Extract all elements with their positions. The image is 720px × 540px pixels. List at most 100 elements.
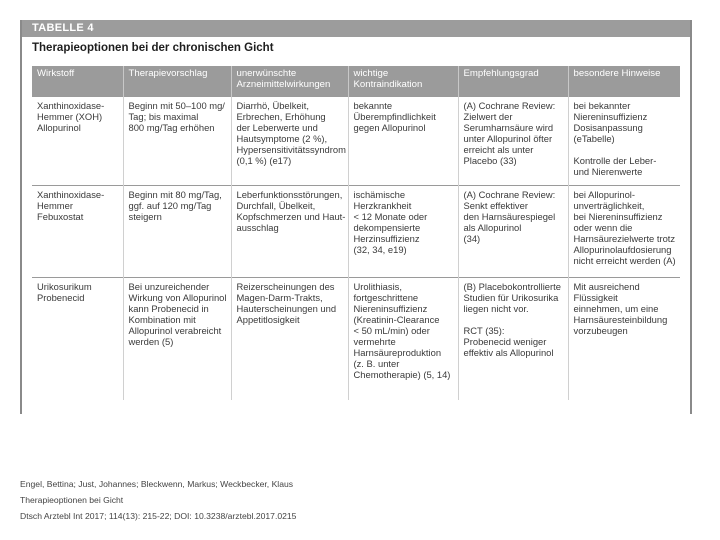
cell-line: Magen-Darm-Trakts,	[236, 292, 323, 303]
cell-line: (A) Cochrane Review:	[463, 189, 556, 200]
cell-line: Kontrolle der Leber-	[573, 155, 657, 166]
cell-line: effektiv als Allopurinol	[463, 347, 554, 358]
cell-line: Appetitlosigkeit	[236, 314, 300, 325]
cell-line: vermehrte	[353, 336, 396, 347]
cell-line: (B) Placebokontrollierte	[463, 281, 561, 292]
cell-line: Allopurinol verabreicht	[128, 325, 222, 336]
cell-line: als Allopurinol	[463, 222, 522, 233]
table-cell: (A) Cochrane Review: Zielwert der Serumhar…	[458, 96, 569, 186]
cell-line: Beginn mit 50–100 mg/	[128, 100, 225, 111]
cell-line: nicht erreicht werden (A)	[573, 255, 676, 266]
cell-line: werden (5)	[128, 336, 174, 347]
cell-line: Überempfindlichkeit	[353, 111, 436, 122]
cell-line: Probenecid	[37, 292, 85, 303]
table-cell: Urikosurikum Probenecid	[32, 277, 124, 400]
cell-line: Chemotherapie) (5, 14)	[353, 369, 451, 380]
cell-line: (34)	[463, 233, 481, 244]
cell-line: Senkt effektiver	[463, 200, 528, 211]
table-cell: bekannte Überempfindlichkeit gegen Allopur…	[348, 96, 459, 186]
cell-line: Harnsäuresteinbildung	[573, 314, 668, 325]
cell-line: bei bekannter	[573, 100, 631, 111]
cell-line: (eTabelle)	[573, 133, 615, 144]
cell-line: unter Allopurinol öfter	[463, 133, 553, 144]
citation: Engel, Bettina; Just, Johannes; Bleckwen…	[20, 476, 296, 524]
cell-line: Bei unzureichender	[128, 281, 210, 292]
cell-line: ausschlag	[236, 222, 279, 233]
cell-line: Herzkrankheit	[353, 200, 412, 211]
cell-line: Studien für Urikosurika	[463, 292, 559, 303]
column-header: Empfehlungsgrad	[458, 66, 569, 97]
table-cell: Diarrhö, Übelkeit, Erbrechen, Erhöhung der…	[231, 96, 349, 186]
cell-line: erreicht als unter	[463, 144, 534, 155]
cell-line: Wirkstoff	[37, 68, 75, 79]
therapy-table: Wirkstoff Therapievorschlag unerwünschte Ar…	[32, 66, 680, 400]
cell-line: unverträglichkeit,	[573, 200, 645, 211]
cell-line: Allopurinol	[37, 122, 81, 133]
column-header: unerwünschte Arzneimittelwirkungen	[231, 66, 349, 97]
cell-line: 800 mg/Tag erhöhen	[128, 122, 215, 133]
citation-title: Therapieoptionen bei Gicht	[20, 495, 124, 505]
cell-line: < 50 mL/min) oder	[353, 325, 430, 336]
cell-line: Durchfall, Übelkeit,	[236, 200, 316, 211]
cell-line: Arzneimittelwirkungen	[236, 79, 331, 90]
cell-line: fortgeschrittene	[353, 292, 419, 303]
table-cell: bei bekannter Niereninsuffizienz Dosisanpa…	[568, 96, 680, 186]
cell-line: Febuxostat	[37, 211, 84, 222]
cell-line: bei Allopurinol-	[573, 189, 636, 200]
cell-line: der Leberwerte und	[236, 122, 318, 133]
cell-line: (z. B. unter	[353, 358, 400, 369]
header-row: Wirkstoff Therapievorschlag unerwünschte Ar…	[32, 66, 680, 97]
cell-line: RCT (35):	[463, 325, 505, 336]
cell-line: Wirkung von Allopurinol	[128, 292, 227, 303]
cell-line: (Kreatinin-Clearance	[353, 314, 440, 325]
cell-line: (A) Cochrane Review:	[463, 100, 556, 111]
table-label: TABELLE 4	[32, 22, 94, 34]
citation-authors: Engel, Bettina; Just, Johannes; Bleckwen…	[20, 479, 294, 489]
cell-line: Kopfschmerzen und Haut-	[236, 211, 346, 222]
cell-line: Erbrechen, Erhöhung	[236, 111, 326, 122]
cell-line: Diarrhö, Übelkeit,	[236, 100, 309, 111]
cell-line: kann Probenecid in	[128, 303, 209, 314]
table-cell: Leberfunktionsstörungen, Durchfall, Übelk…	[231, 185, 349, 278]
cell-line: oder wenn die	[573, 222, 633, 233]
table-cell: Xanthinoxidase- Hemmer Febuxostat	[32, 185, 124, 278]
cell-line	[464, 314, 563, 325]
cell-line: Harnsäureproduktion	[353, 347, 442, 358]
column-header: Therapievorschlag	[123, 66, 232, 97]
table-cell: Reizerscheinungen des Magen-Darm-Trakts, H…	[231, 277, 349, 400]
cell-line: Dosisanpassung	[573, 122, 643, 133]
cell-line: Hautsymptome (2 %),	[236, 133, 328, 144]
cell-line: Niereninsuffizienz	[353, 303, 428, 314]
cell-line: Zielwert der	[463, 111, 513, 122]
cell-line: Urikosurikum	[37, 281, 92, 292]
cell-line: Tag; bis maximal	[128, 111, 199, 122]
table-cell: bei Allopurinol-unverträglichkeit, bei Ni…	[568, 185, 680, 278]
cell-line: unerwünschte	[236, 68, 297, 79]
cell-line: Empfehlungsgrad	[463, 68, 539, 79]
cell-line: steigern	[128, 211, 162, 222]
cell-line: einnehmen, um eine	[573, 303, 659, 314]
table-cell: Beginn mit 50–100 mg/Tag; bis maximal 800…	[123, 96, 232, 186]
cell-line: ischämische	[353, 189, 406, 200]
cell-line: (32, 34, e19)	[353, 244, 407, 255]
table-cell: Urolithiasis, fortgeschrittene Niereninsuf…	[348, 277, 459, 400]
cell-line: liegen nicht vor.	[463, 303, 529, 314]
cell-line: Allopurinolaufdosierung	[573, 244, 672, 255]
table-title: Therapieoptionen bei der chronischen Gic…	[32, 42, 274, 54]
cell-line: < 12 Monate oder	[353, 211, 428, 222]
cell-line: Hemmer (XOH)	[37, 111, 103, 122]
cell-line: Xanthinoxidase-	[37, 100, 105, 111]
cell-line: Urolithiasis,	[353, 281, 402, 292]
cell-line: Harnsäurezielwerte trotz	[573, 233, 676, 244]
table-cell: ischämische Herzkrankheit < 12 Monate oder…	[348, 185, 459, 278]
cell-line: den Harnsäurespiegel	[463, 211, 556, 222]
cell-line: bei Niereninsuffizienz	[573, 211, 663, 222]
cell-line: Hemmer	[37, 200, 73, 211]
cell-line: (0,1 %) (e17)	[236, 155, 292, 166]
citation-reference: Dtsch Arztebl Int 2017; 114(13): 215-22;…	[20, 511, 297, 521]
cell-line: Hypersensitivitätssyndrom	[236, 144, 346, 155]
table-row: Xanthinoxidase- Hemmer Febuxostat Beginn mi…	[32, 185, 680, 278]
column-header: Wirkstoff	[32, 66, 124, 97]
table-cell: Mit ausreichend Flüssigkeit einnehmen, um …	[568, 277, 680, 400]
cell-line: Leberfunktionsstörungen,	[236, 189, 343, 200]
